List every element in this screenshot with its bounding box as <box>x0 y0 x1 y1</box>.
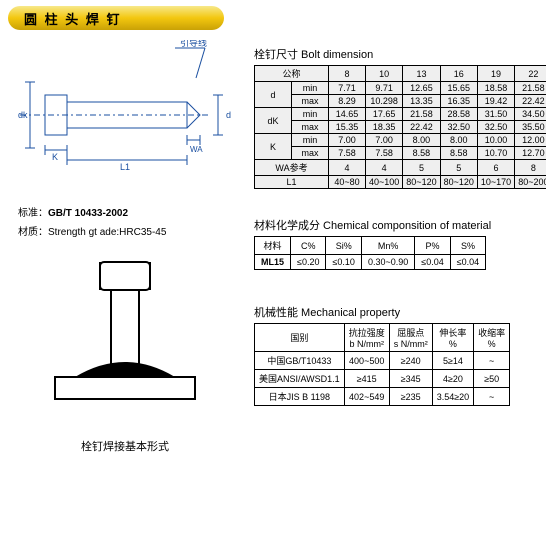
bolt-dim-title: 栓钉尺寸 Bolt dimension <box>254 46 546 62</box>
page-header: 圆 柱 头 焊 钉 <box>8 6 224 30</box>
mech-title: 机械性能 Mechanical property <box>254 304 546 320</box>
svg-text:引导线: 引导线 <box>180 40 207 48</box>
material-line: 材质：Strength gt ade:HRC35-45 <box>18 223 240 238</box>
svg-text:d: d <box>226 110 231 120</box>
svg-text:L1: L1 <box>120 162 130 172</box>
chem-title: 材料化学成分 Chemical componsition of material <box>254 217 546 233</box>
standard-line: 标准：GB/T 10433-2002 <box>18 204 240 219</box>
svg-text:WA: WA <box>190 145 203 154</box>
page-title: 圆 柱 头 焊 钉 <box>24 9 121 28</box>
bolt-diagram: 引导线 dk d K L1 WA <box>10 40 240 200</box>
table-row: 公称 81013161922 <box>255 66 546 82</box>
svg-text:K: K <box>52 152 58 162</box>
chem-table: 材料C%Si%Mn%P%S% ML15≤0.20≤0.100.30~0.90≤0… <box>254 236 486 270</box>
mech-table: 国别抗拉强度 b N/mm²屈服点 s N/mm²伸长率 %收缩率 % 中国GB… <box>254 323 510 406</box>
bolt-dim-table: 公称 81013161922 dmin7.719.7112.6515.6518.… <box>254 65 546 189</box>
weld-diagram <box>45 252 205 432</box>
weld-caption: 栓钉焊接基本形式 <box>10 438 240 454</box>
